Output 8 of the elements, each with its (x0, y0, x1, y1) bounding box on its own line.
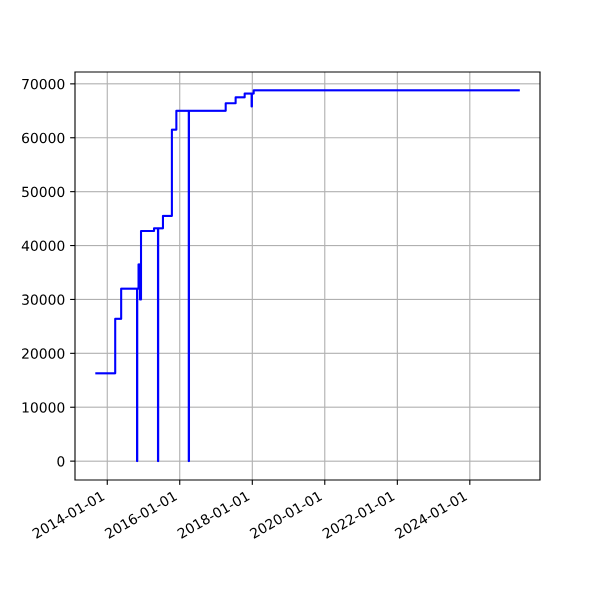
y-tick-label: 40000 (22, 240, 64, 252)
y-tick-label: 0 (57, 456, 64, 467)
y-tick-label: 50000 (22, 186, 64, 198)
y-tick-label: 60000 (22, 132, 64, 144)
y-tick-label: 70000 (22, 78, 64, 90)
y-tick-label: 20000 (22, 348, 64, 359)
y-tick-label: 30000 (22, 294, 64, 305)
y-tick-label: 10000 (22, 402, 64, 413)
